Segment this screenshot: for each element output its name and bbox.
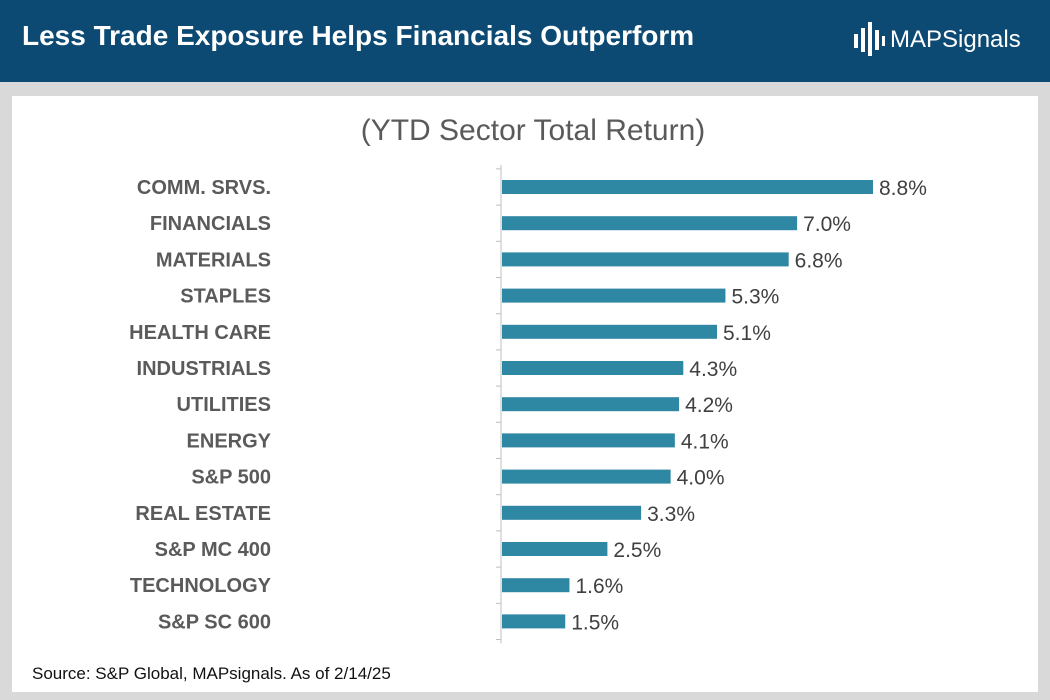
category-label: TECHNOLOGY [130,575,272,597]
bar-s-p-mc-400 [502,542,608,556]
bar-staples [502,288,726,303]
value-label: 7.0% [803,213,851,236]
value-label: 6.8% [795,249,843,272]
value-label: 1.5% [571,611,619,634]
bar-materials [502,252,789,267]
value-label: 8.8% [879,177,927,200]
value-label: 4.3% [689,358,737,381]
bar-s-p-500 [502,469,671,484]
bar-chart: (YTD Sector Total Return) COMM. SRVS. FIN… [129,114,927,644]
bar-s-p-sc-600 [502,614,566,629]
value-label: 4.1% [681,430,729,453]
category-label: STAPLES [180,286,271,308]
category-label: REAL ESTATE [135,503,271,525]
page-title: Less Trade Exposure Helps Financials Out… [22,20,695,51]
bar-comm-srvs [502,180,873,194]
logo-text: MAPSignals [890,26,1021,53]
value-label: 3.3% [647,503,695,526]
category-label: MATERIALS [156,249,271,271]
bar-energy [502,433,675,448]
bar-financials [502,216,798,231]
bar-utilities [502,397,680,412]
chart-title: (YTD Sector Total Return) [361,114,706,147]
category-label: S&P SC 600 [158,611,271,633]
logo-mark-icon [854,22,885,56]
mapsignals-logo: MAPSignals [852,20,1021,60]
category-label: ENERGY [187,430,272,452]
value-label: 5.1% [723,322,771,345]
bar-real-estate [502,505,642,520]
y-axis: COMM. SRVS. FINANCIALS MATERIALS STAPLES HEA… [129,164,502,644]
category-label: INDUSTRIALS [137,358,271,380]
value-label: 4.0% [677,467,725,490]
category-label: COMM. SRVS. [137,177,271,199]
header-banner: Less Trade Exposure Helps Financials Out… [0,0,1050,82]
value-label: 5.3% [731,286,779,309]
category-label: S&P MC 400 [155,539,271,561]
bars: 8.8% 7.0% 6.8% 5.3% 5.1% 4.3% 4.2% 4.1% 4.0% 3.3%… [502,177,927,634]
source-note: Source: S&P Global, MAPsignals. As of 2/… [32,664,391,683]
category-label: UTILITIES [177,394,271,416]
bar-health-care [502,324,718,339]
bar-technology [502,578,570,593]
value-label: 1.6% [575,575,623,598]
category-label: HEALTH CARE [129,322,271,344]
chart-panel: (YTD Sector Total Return) COMM. SRVS. FIN… [12,96,1038,692]
bar-industrials [502,361,684,375]
category-label: FINANCIALS [150,213,271,235]
value-label: 2.5% [613,539,661,562]
value-label: 4.2% [685,394,733,417]
category-label: S&P 500 [191,467,271,489]
